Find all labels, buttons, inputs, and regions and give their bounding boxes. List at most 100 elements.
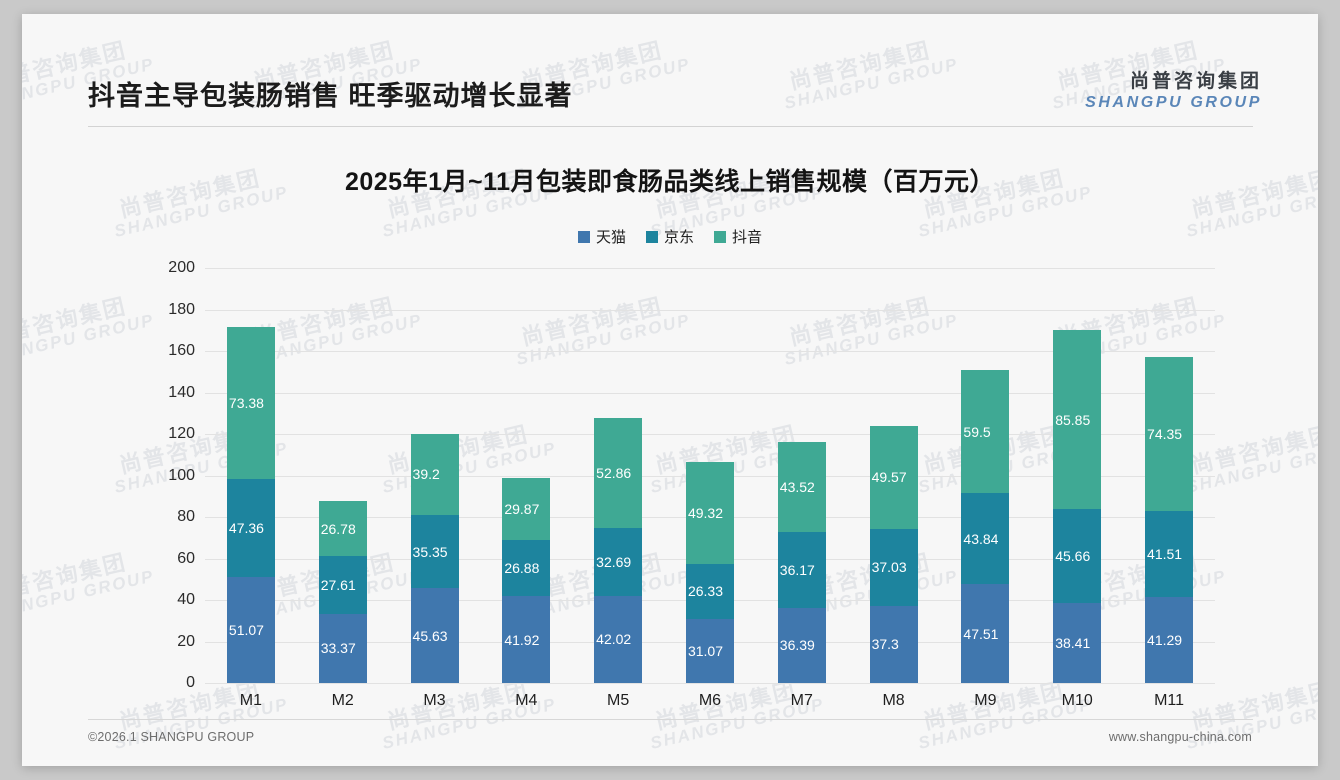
bar-value-label: 26.33 [687,583,724,600]
bar-value-label: 49.57 [871,469,907,486]
bar-segment[interactable]: 41.51 [1145,511,1194,598]
bar-value-label: 59.5 [963,423,991,440]
bar-value-label: 31.07 [687,642,724,659]
stacked-bar[interactable]: 41.29 41.51 74.35 [1145,356,1194,683]
bar-segment[interactable]: 49.32 [685,461,734,564]
bar-segment[interactable]: 73.38 [226,326,275,479]
x-axis-tick-label: M3 [423,692,446,709]
y-axis-tick-label: 20 [177,632,195,650]
bar-segment[interactable]: 43.52 [777,442,826,533]
legend-swatch-icon [714,230,726,243]
stacked-bar[interactable]: 45.63 35.35 39.2 [410,433,459,683]
bar-segment[interactable]: 26.33 [685,563,734,619]
bar-segment[interactable]: 33.37 [318,613,367,683]
x-axis-tick-label: M10 [1061,692,1093,709]
bar-segment[interactable]: 38.41 [1053,603,1102,683]
bar-segment[interactable]: 47.36 [226,478,275,578]
bar-value-label: 33.37 [320,640,356,657]
bar-value-label: 41.29 [1147,632,1183,649]
bar-segment[interactable]: 36.39 [777,607,826,683]
stacked-bar[interactable]: 38.41 45.66 85.85 [1053,330,1102,683]
bar-segment[interactable]: 45.66 [1053,508,1102,604]
gridline [205,309,1215,311]
x-axis-labels: M1 M2 M3 M4 M5 M6 M7 M8 M9 M10 M11 [205,692,1215,710]
bar-segment[interactable]: 52.86 [594,418,643,528]
x-axis-tick-label: M2 [331,692,354,709]
gridline [205,683,1215,684]
stacked-bar[interactable]: 41.92 26.88 29.87 [502,478,551,683]
logo-chinese-text: 尚普咨询集团 [1129,71,1262,92]
bar-column[interactable]: 37.3 37.03 49.57 [848,268,940,683]
stacked-bar[interactable]: 51.07 47.36 73.38 [226,326,275,683]
stacked-bar[interactable]: 47.51 43.84 59.5 [961,370,1010,683]
stacked-bar[interactable]: 37.3 37.03 49.57 [869,425,918,683]
gridline [205,434,1215,435]
x-axis-tick-label: M1 [239,692,263,709]
bar-column[interactable]: 41.29 41.51 74.35 [1123,268,1215,683]
bar-group: 51.07 47.36 73.38 33.37 27.61 26.78 45.63 35.35… [205,268,1215,683]
bar-value-label: 41.51 [1147,546,1183,563]
bar-segment[interactable]: 43.84 [961,493,1010,585]
bar-segment[interactable]: 35.35 [410,514,459,589]
y-axis-tick-label: 40 [177,591,195,608]
y-axis-tick-label: 0 [186,674,195,691]
bar-segment[interactable]: 26.88 [502,540,551,597]
legend-item-2[interactable]: 抖音 [714,226,762,247]
y-axis-tick-label: 200 [168,259,195,276]
bar-column[interactable]: 36.39 36.17 43.52 [756,268,848,683]
gridline [205,392,1215,394]
bar-value-label: 32.69 [596,553,632,570]
bar-column[interactable]: 51.07 47.36 73.38 [205,268,297,683]
bar-segment[interactable]: 29.87 [502,478,551,541]
bar-segment[interactable]: 51.07 [226,577,275,683]
bar-segment[interactable]: 27.61 [318,556,367,614]
bar-value-label: 47.36 [228,519,264,536]
slide: 尚普咨询集团 SHANGPU GROUP 尚普咨询集团 SHANGPU GROUP 尚普… [22,14,1318,766]
bar-segment[interactable]: 31.07 [685,618,734,683]
footer-copyright: ©2026.1 SHANGPU GROUP [88,730,255,744]
page-title: 抖音主导包装肠销售 旺季驱动增长显著 [88,81,573,111]
bar-segment[interactable]: 41.92 [502,596,551,683]
gridline [205,268,1215,269]
bar-segment[interactable]: 26.78 [318,500,367,557]
bar-value-label: 35.35 [412,543,448,560]
bar-segment[interactable]: 39.2 [410,433,459,515]
stacked-bar[interactable]: 36.39 36.17 43.52 [777,442,826,683]
bar-segment[interactable]: 59.5 [961,370,1010,494]
bar-value-label: 52.86 [596,465,632,482]
brand-logo: 尚普咨询集团 SHANGPU GROUP [1085,71,1262,112]
bar-column[interactable]: 45.63 35.35 39.2 [389,268,481,683]
chart-legend: 天猫 京东 抖音 [22,226,1318,247]
stacked-bar[interactable]: 42.02 32.69 52.86 [594,418,643,683]
bar-value-label: 27.61 [320,577,356,594]
bar-segment[interactable]: 41.29 [1145,597,1194,683]
bar-segment[interactable]: 47.51 [961,584,1010,683]
x-axis-tick-label: M4 [515,692,538,709]
bar-value-label: 36.17 [779,561,815,578]
stacked-bar[interactable]: 31.07 26.33 49.32 [685,461,734,683]
bar-segment[interactable]: 74.35 [1145,356,1194,512]
bar-segment[interactable]: 37.03 [869,528,918,606]
legend-item-1[interactable]: 京东 [645,226,694,247]
x-axis-tick-label: M7 [790,692,813,709]
x-axis-tick-label: M8 [882,692,905,709]
bar-column[interactable]: 38.41 45.66 85.85 [1031,268,1123,683]
bar-segment[interactable]: 36.17 [777,532,826,608]
bar-segment[interactable]: 49.57 [869,425,918,529]
legend-item-0[interactable]: 天猫 [577,226,626,247]
bar-segment[interactable]: 37.3 [869,605,918,683]
bar-column[interactable]: 33.37 27.61 26.78 [297,268,389,683]
bar-column[interactable]: 42.02 32.69 52.86 [572,268,664,683]
bar-column[interactable]: 41.92 26.88 29.87 [480,268,572,683]
bar-segment[interactable]: 85.85 [1053,330,1102,509]
bar-segment[interactable]: 32.69 [594,527,643,596]
bar-segment[interactable]: 45.63 [410,588,459,683]
bar-value-label: 43.52 [779,479,815,496]
stacked-bar[interactable]: 33.37 27.61 26.78 [318,500,367,683]
bar-column[interactable]: 31.07 26.33 49.32 [664,268,756,683]
bar-column[interactable]: 47.51 43.84 59.5 [940,268,1032,683]
bar-segment[interactable]: 42.02 [594,595,643,683]
